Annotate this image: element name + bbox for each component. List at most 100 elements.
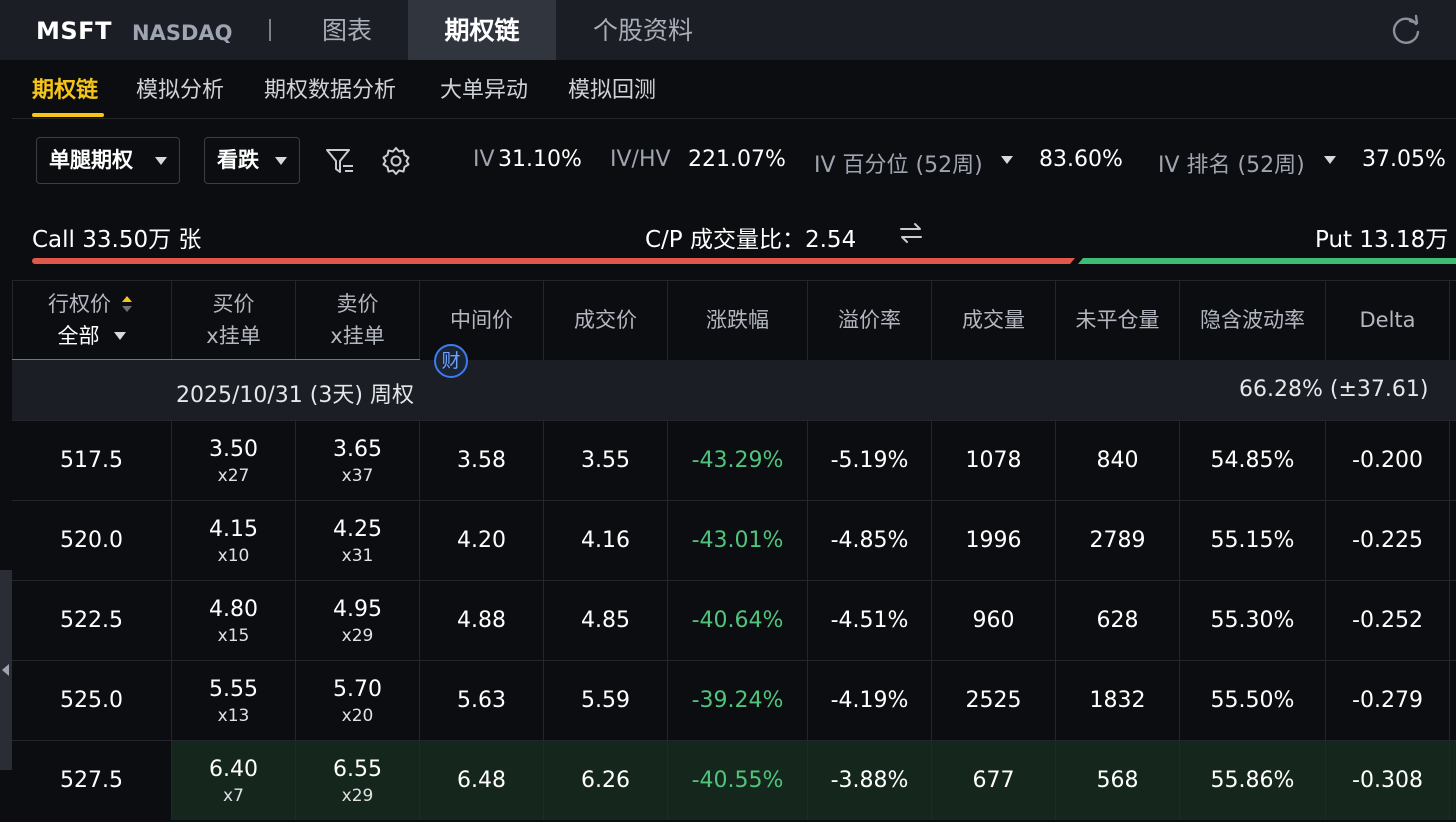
mid-cell: 4.88 — [420, 581, 544, 660]
ask-size-header-label: x挂单 — [330, 324, 385, 348]
subtab-option-chain[interactable]: 期权链 — [32, 78, 99, 103]
subtab-backtest[interactable]: 模拟回测 — [568, 78, 657, 103]
expiry-group-header[interactable]: 2025/10/31 (3天) 周权 66.28% (±37.61) — [12, 360, 1456, 420]
chevron-down-icon[interactable] — [1001, 156, 1013, 164]
mid-cell: 4.20 — [420, 501, 544, 580]
bid-cell-size: x7 — [223, 785, 244, 806]
bid-cell-size: x13 — [217, 705, 250, 726]
bid-header-label: 买价 — [212, 292, 255, 316]
ask-cell-size: x31 — [341, 545, 374, 566]
filter-icon[interactable] — [324, 145, 356, 177]
open-interest-cell: 840 — [1056, 421, 1180, 500]
strike-cell: 525.0 — [12, 661, 172, 740]
ask-cell-price: 4.95 — [333, 596, 382, 622]
ask-cell[interactable]: 4.95 x29 — [296, 581, 420, 660]
column-header-iv[interactable]: 隐含波动率 — [1180, 280, 1326, 360]
ask-cell[interactable]: 6.55 x29 — [296, 741, 420, 820]
bid-cell[interactable]: 3.50 x27 — [172, 421, 296, 500]
subtab-option-analytics[interactable]: 期权数据分析 — [264, 78, 397, 103]
delta-cell: -0.252 — [1326, 581, 1450, 660]
table-row[interactable]: 522.5 4.80 x15 4.95 x29 4.88 4.85 -40.64% -4.51%… — [12, 580, 1456, 660]
strike-cell: 522.5 — [12, 581, 172, 660]
bid-cell-price: 5.55 — [209, 676, 258, 702]
bid-size-header-label: x挂单 — [206, 324, 261, 348]
bid-cell[interactable]: 4.80 x15 — [172, 581, 296, 660]
premium-cell: -4.85% — [808, 501, 932, 580]
column-header-delta[interactable]: Delta — [1326, 280, 1450, 360]
open-interest-cell: 2789 — [1056, 501, 1180, 580]
table-row[interactable]: 527.5 6.40 x7 6.55 x29 6.48 6.26 -40.55% -3.88% 6… — [12, 740, 1456, 820]
open-interest-cell: 628 — [1056, 581, 1180, 660]
gear-icon[interactable] — [380, 145, 412, 177]
column-header-bid[interactable]: 买价 x挂单 — [172, 280, 296, 360]
column-header-premium[interactable]: 溢价率 — [808, 280, 932, 360]
refresh-icon[interactable] — [1388, 12, 1424, 48]
strike-filter-value[interactable]: 全部 — [57, 324, 100, 348]
sort-icon[interactable] — [119, 293, 135, 315]
ask-header-label: 卖价 — [336, 292, 379, 316]
change-cell: -40.64% — [668, 581, 808, 660]
iv-value: 31.10% — [498, 147, 582, 172]
option-chain-table: 行权价 全部 买价 x挂单 卖价 x挂单 中间价 成交价 涨跌幅 溢价率 成交量… — [12, 280, 1456, 822]
active-tab-indicator — [32, 113, 104, 117]
ask-cell[interactable]: 5.70 x20 — [296, 661, 420, 740]
tab-option-chain[interactable]: 期权链 — [408, 0, 556, 60]
strategy-select[interactable]: 单腿期权 — [36, 137, 180, 184]
delta-cell: -0.279 — [1326, 661, 1450, 740]
bid-cell-size: x15 — [217, 625, 250, 646]
iv-percentile-label[interactable]: IV 百分位 (52周) — [814, 153, 983, 178]
call-volume: Call 33.50万 张 — [32, 227, 202, 253]
ask-cell-price: 4.25 — [333, 516, 382, 542]
chevron-down-icon[interactable] — [113, 332, 126, 340]
bid-cell-price: 6.40 — [209, 756, 258, 782]
strategy-select-value: 单腿期权 — [49, 148, 133, 172]
column-header-ask[interactable]: 卖价 x挂单 — [296, 280, 420, 360]
column-header-mid[interactable]: 中间价 — [420, 280, 544, 360]
bid-cell[interactable]: 4.15 x10 — [172, 501, 296, 580]
column-header-open-interest[interactable]: 未平仓量 — [1056, 280, 1180, 360]
bid-cell[interactable]: 6.40 x7 — [172, 741, 296, 820]
premium-cell: -3.88% — [808, 741, 932, 820]
open-interest-cell: 568 — [1056, 741, 1180, 820]
swap-arrows-icon[interactable] — [898, 221, 924, 245]
subtab-unusual-activity[interactable]: 大单异动 — [440, 78, 529, 103]
tab-company-profile[interactable]: 个股资料 — [592, 16, 693, 45]
strike-cell: 517.5 — [12, 421, 172, 500]
tab-chart[interactable]: 图表 — [321, 16, 372, 45]
call-volume-bar — [32, 258, 1075, 264]
expiry-expected-move: 66.28% (±37.61) — [1239, 377, 1429, 402]
chevron-left-icon[interactable] — [2, 664, 9, 676]
last-cell: 6.26 — [544, 741, 668, 820]
direction-select[interactable]: 看跌 — [204, 137, 300, 184]
change-cell: -43.29% — [668, 421, 808, 500]
bid-cell[interactable]: 5.55 x13 — [172, 661, 296, 740]
ask-cell-size: x29 — [341, 625, 374, 646]
subtab-simulation[interactable]: 模拟分析 — [136, 78, 225, 103]
direction-select-value: 看跌 — [217, 148, 259, 172]
column-header-volume[interactable]: 成交量 — [932, 280, 1056, 360]
column-header-last[interactable]: 成交价 — [544, 280, 668, 360]
premium-cell: -4.51% — [808, 581, 932, 660]
earnings-badge[interactable]: 财 — [434, 344, 468, 378]
put-volume: Put 13.18万 — [1315, 227, 1449, 253]
mid-cell: 5.63 — [420, 661, 544, 740]
iv-cell: 55.30% — [1180, 581, 1326, 660]
strike-header-label: 行权价 — [48, 292, 111, 316]
open-interest-cell: 1832 — [1056, 661, 1180, 740]
premium-cell: -4.19% — [808, 661, 932, 740]
bid-cell-price: 4.15 — [209, 516, 258, 542]
table-row[interactable]: 525.0 5.55 x13 5.70 x20 5.63 5.59 -39.24% -4.19%… — [12, 660, 1456, 740]
table-row[interactable]: 517.5 3.50 x27 3.65 x37 3.58 3.55 -43.29% -5.19%… — [12, 420, 1456, 500]
ask-cell[interactable]: 3.65 x37 — [296, 421, 420, 500]
volume-cell: 960 — [932, 581, 1056, 660]
column-header-change[interactable]: 涨跌幅 — [668, 280, 808, 360]
ask-cell[interactable]: 4.25 x31 — [296, 501, 420, 580]
last-cell: 5.59 — [544, 661, 668, 740]
chevron-down-icon[interactable] — [1324, 156, 1336, 164]
top-bar: MSFT NASDAQ 图表 期权链 个股资料 — [0, 0, 1456, 60]
column-header-strike[interactable]: 行权价 全部 — [12, 280, 172, 360]
iv-rank-label[interactable]: IV 排名 (52周) — [1158, 153, 1305, 178]
table-row[interactable]: 520.0 4.15 x10 4.25 x31 4.20 4.16 -43.01% -4.85%… — [12, 500, 1456, 580]
change-cell: -39.24% — [668, 661, 808, 740]
change-cell: -43.01% — [668, 501, 808, 580]
